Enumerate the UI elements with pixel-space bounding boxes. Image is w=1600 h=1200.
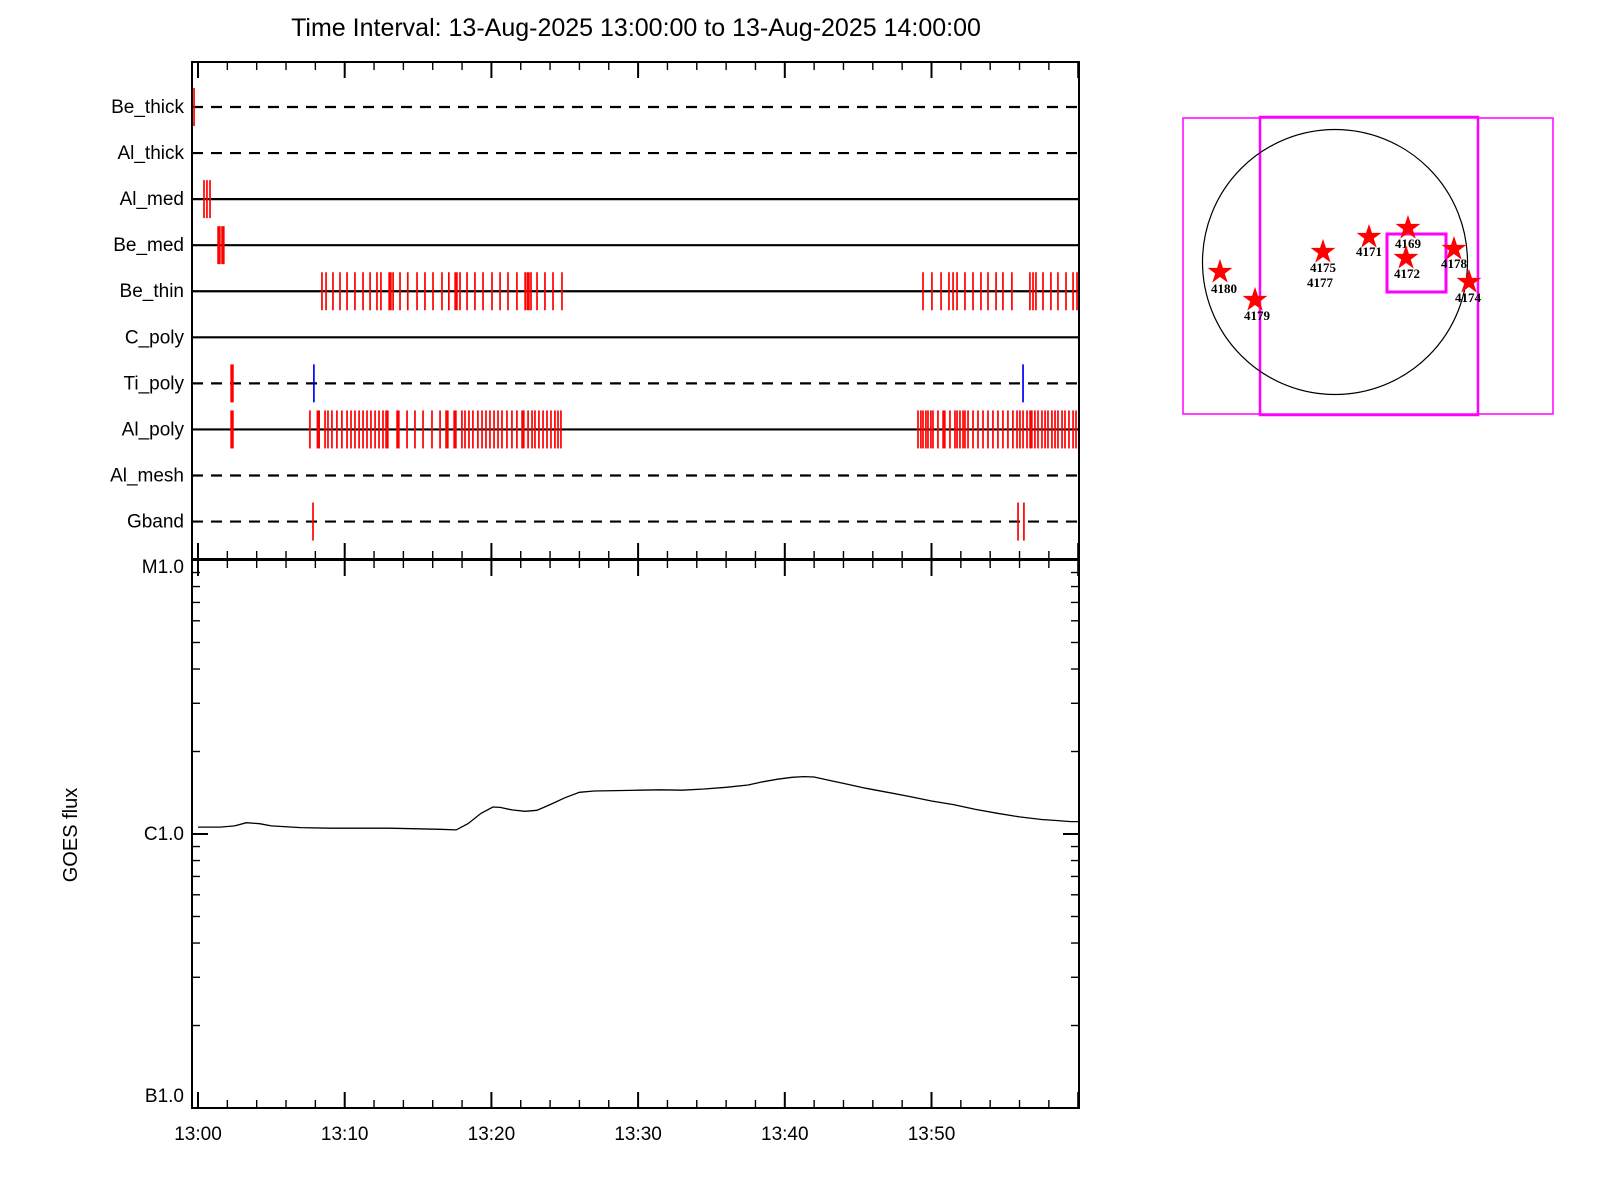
channel-label: Al_poly: [122, 419, 185, 440]
plot-title: Time Interval: 13-Aug-2025 13:00:00 to 1…: [291, 14, 981, 42]
star-icon: [1441, 235, 1467, 260]
star-icon: [1207, 258, 1233, 283]
star-icon: [1310, 238, 1336, 263]
star-icon: [1242, 286, 1268, 311]
y-tick-label: C1.0: [144, 824, 184, 845]
ar-label: 4178: [1441, 256, 1468, 271]
ar-label: 4174: [1455, 290, 1482, 305]
ar-label: 4180: [1211, 281, 1237, 296]
ar-label: 4179: [1244, 308, 1271, 323]
x-tick-label: 13:40: [761, 1124, 809, 1145]
goes-curve: [198, 775, 1079, 831]
solar-disk: [1201, 128, 1469, 396]
x-tick-label: 13:00: [174, 1124, 222, 1145]
fov-box: [1182, 117, 1554, 415]
channel-label: Ti_poly: [123, 373, 184, 394]
ar-label: 4172: [1394, 266, 1420, 281]
y-tick-label: B1.0: [145, 1086, 184, 1107]
fov-box: [1385, 232, 1448, 294]
ar-label: 4177: [1307, 275, 1334, 290]
xrt-panel-frame: [191, 61, 1080, 560]
ar-label: 4175: [1310, 260, 1337, 275]
goes-panel-frame: [191, 559, 1080, 1109]
channel-label: Be_thick: [111, 97, 184, 118]
x-tick-label: 13:50: [908, 1124, 956, 1145]
channel-label: Be_med: [113, 235, 184, 256]
x-tick-label: 13:10: [321, 1124, 369, 1145]
channel-label: Al_med: [120, 189, 184, 210]
channel-label: Al_thick: [117, 143, 184, 164]
channel-label: Al_mesh: [110, 465, 184, 486]
star-icon: [1356, 223, 1382, 248]
ar-label: 4171: [1356, 244, 1382, 259]
channel-label: C_poly: [125, 327, 185, 348]
x-tick-label: 13:30: [614, 1124, 662, 1145]
y-tick-label: M1.0: [142, 557, 184, 578]
star-icon: [1456, 268, 1482, 293]
x-tick-label: 13:20: [468, 1124, 516, 1145]
channel-label: Gband: [127, 512, 184, 533]
star-icon: [1395, 214, 1421, 239]
ar-label: 4169: [1395, 236, 1422, 251]
star-icon: [1393, 244, 1419, 269]
fov-box: [1258, 115, 1480, 417]
channel-label: Be_thin: [120, 281, 184, 302]
